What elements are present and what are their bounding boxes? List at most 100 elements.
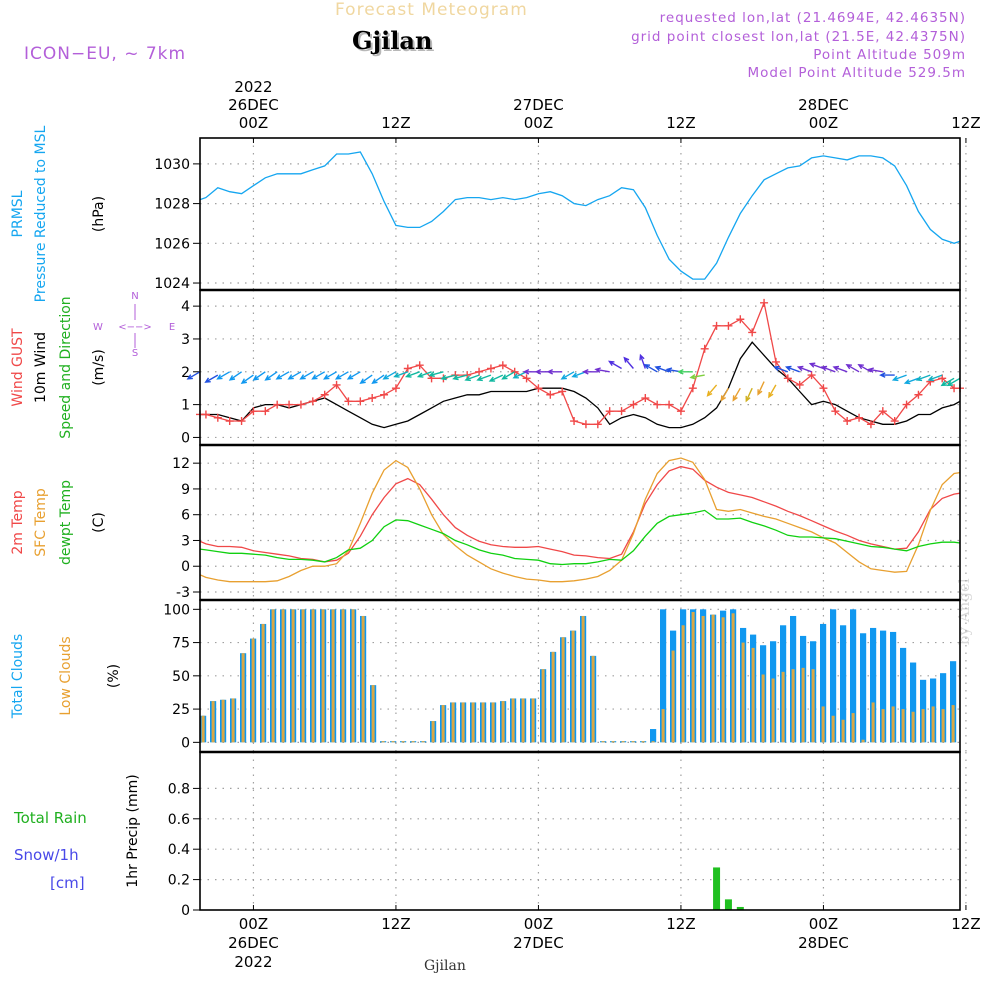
top-time-label: 28DEC xyxy=(798,96,849,114)
bar-total-rain xyxy=(713,867,721,910)
gust-marker xyxy=(558,387,567,396)
bar-low-clouds xyxy=(491,702,495,743)
gust-marker xyxy=(522,374,531,383)
gust-marker xyxy=(676,407,685,416)
top-time-label: 00Z xyxy=(809,114,838,132)
wind-direction-arrow xyxy=(571,371,587,378)
y-tick-label: 6 xyxy=(181,508,190,524)
wind-direction-arrow xyxy=(359,374,373,385)
bottom-time-label: 2022 xyxy=(234,953,272,971)
gust-marker xyxy=(285,400,294,409)
gust-marker xyxy=(475,367,484,376)
bar-low-clouds xyxy=(751,647,755,743)
bar-low-clouds xyxy=(821,706,825,743)
gust-marker xyxy=(831,407,840,416)
gust-marker xyxy=(617,407,626,416)
model-point-altitude: Model Point Altitude 529.5m xyxy=(747,65,966,81)
bar-low-clouds xyxy=(551,651,555,743)
panel-frame xyxy=(199,751,961,911)
bar-low-clouds xyxy=(641,741,645,743)
wind-direction-arrow xyxy=(732,387,741,402)
bar-low-clouds xyxy=(631,741,635,743)
y-tick-label: 1 xyxy=(181,398,190,414)
series-dewpt-temp xyxy=(199,509,961,566)
wind-direction-arrow xyxy=(582,368,598,375)
wind-direction-arrow xyxy=(501,371,516,380)
wind-direction-arrow xyxy=(594,367,610,373)
panel-unit: (hPa) xyxy=(91,196,107,232)
y-tick-label: 1024 xyxy=(154,276,190,292)
bar-low-clouds xyxy=(671,650,675,743)
compass-north: N xyxy=(131,291,138,302)
bar-total-clouds xyxy=(870,627,877,743)
y-tick-label: 2 xyxy=(181,365,190,381)
bar-low-clouds xyxy=(331,609,335,743)
bar-low-clouds xyxy=(351,609,355,743)
bar-low-clouds xyxy=(701,615,705,743)
gust-marker xyxy=(391,384,400,393)
bottom-time-label: 12Z xyxy=(666,915,695,933)
compass-south: S xyxy=(132,348,138,359)
bar-low-clouds xyxy=(621,741,625,743)
bar-low-clouds xyxy=(311,609,315,743)
gust-marker xyxy=(296,400,305,409)
wind-direction-arrow xyxy=(476,374,492,382)
bar-low-clouds xyxy=(571,630,575,743)
gust-marker xyxy=(819,384,828,393)
bar-total-clouds xyxy=(860,633,867,743)
panel-axis-title: Total Clouds xyxy=(10,634,26,719)
top-time-label: 12Z xyxy=(951,114,980,132)
y-tick-label: 25 xyxy=(172,702,190,718)
y-tick-label: 3 xyxy=(181,332,190,348)
wind-direction-arrow xyxy=(867,367,883,373)
wind-direction-arrow xyxy=(204,374,219,383)
requested-coordinates: requested lon,lat (21.4694E, 42.4635N) xyxy=(659,10,966,26)
bar-low-clouds xyxy=(931,706,935,743)
wind-direction-arrow xyxy=(452,374,468,381)
series-wind-gust xyxy=(200,300,960,426)
grid-point-coordinates: grid point closest lon,lat (21.5E, 42.43… xyxy=(631,29,966,45)
bar-total-rain xyxy=(724,899,732,910)
bottom-time-label: 12Z xyxy=(381,915,410,933)
bar-low-clouds xyxy=(511,698,515,743)
gust-marker xyxy=(712,321,721,330)
panel-frame xyxy=(199,289,961,446)
series-sfc-temp xyxy=(199,457,961,583)
wind-direction-arrow xyxy=(832,365,848,373)
wind-direction-arrow xyxy=(488,374,504,382)
wind-direction-arrow xyxy=(464,374,480,382)
panel-frame xyxy=(199,444,961,601)
wind-direction-arrow xyxy=(428,371,444,377)
bar-low-clouds xyxy=(241,653,245,743)
y-tick-label: 1028 xyxy=(154,197,190,213)
bar-total-clouds xyxy=(830,609,837,743)
wind-direction-arrow xyxy=(287,371,302,380)
gust-marker xyxy=(249,407,258,416)
wind-direction-arrow xyxy=(393,371,409,378)
y-tick-label: 0.8 xyxy=(168,781,190,797)
wind-direction-arrow xyxy=(845,363,860,373)
y-tick-label: 0.2 xyxy=(168,873,190,889)
footer-location: Gjilan xyxy=(424,958,466,974)
wind-direction-arrow xyxy=(773,365,789,373)
wind-direction-arrow xyxy=(903,377,919,385)
bottom-time-label: 00Z xyxy=(524,915,553,933)
bar-low-clouds xyxy=(321,609,325,743)
bar-low-clouds xyxy=(231,698,235,743)
bar-low-clouds xyxy=(731,613,735,743)
bar-low-clouds xyxy=(591,655,595,743)
bar-total-clouds xyxy=(840,625,847,743)
wind-direction-arrow xyxy=(512,371,527,379)
bar-low-clouds xyxy=(211,701,215,743)
point-altitude: Point Altitude 509m xyxy=(813,47,966,63)
wind-direction-arrow xyxy=(796,365,812,373)
bar-low-clouds xyxy=(921,709,925,743)
wind-direction-arrow xyxy=(745,387,753,403)
gust-marker xyxy=(308,397,317,406)
top-time-label: 00Z xyxy=(524,114,553,132)
bar-low-clouds xyxy=(661,709,665,743)
bar-low-clouds xyxy=(531,698,535,743)
gust-marker xyxy=(902,400,911,409)
wind-direction-arrow xyxy=(311,371,326,380)
